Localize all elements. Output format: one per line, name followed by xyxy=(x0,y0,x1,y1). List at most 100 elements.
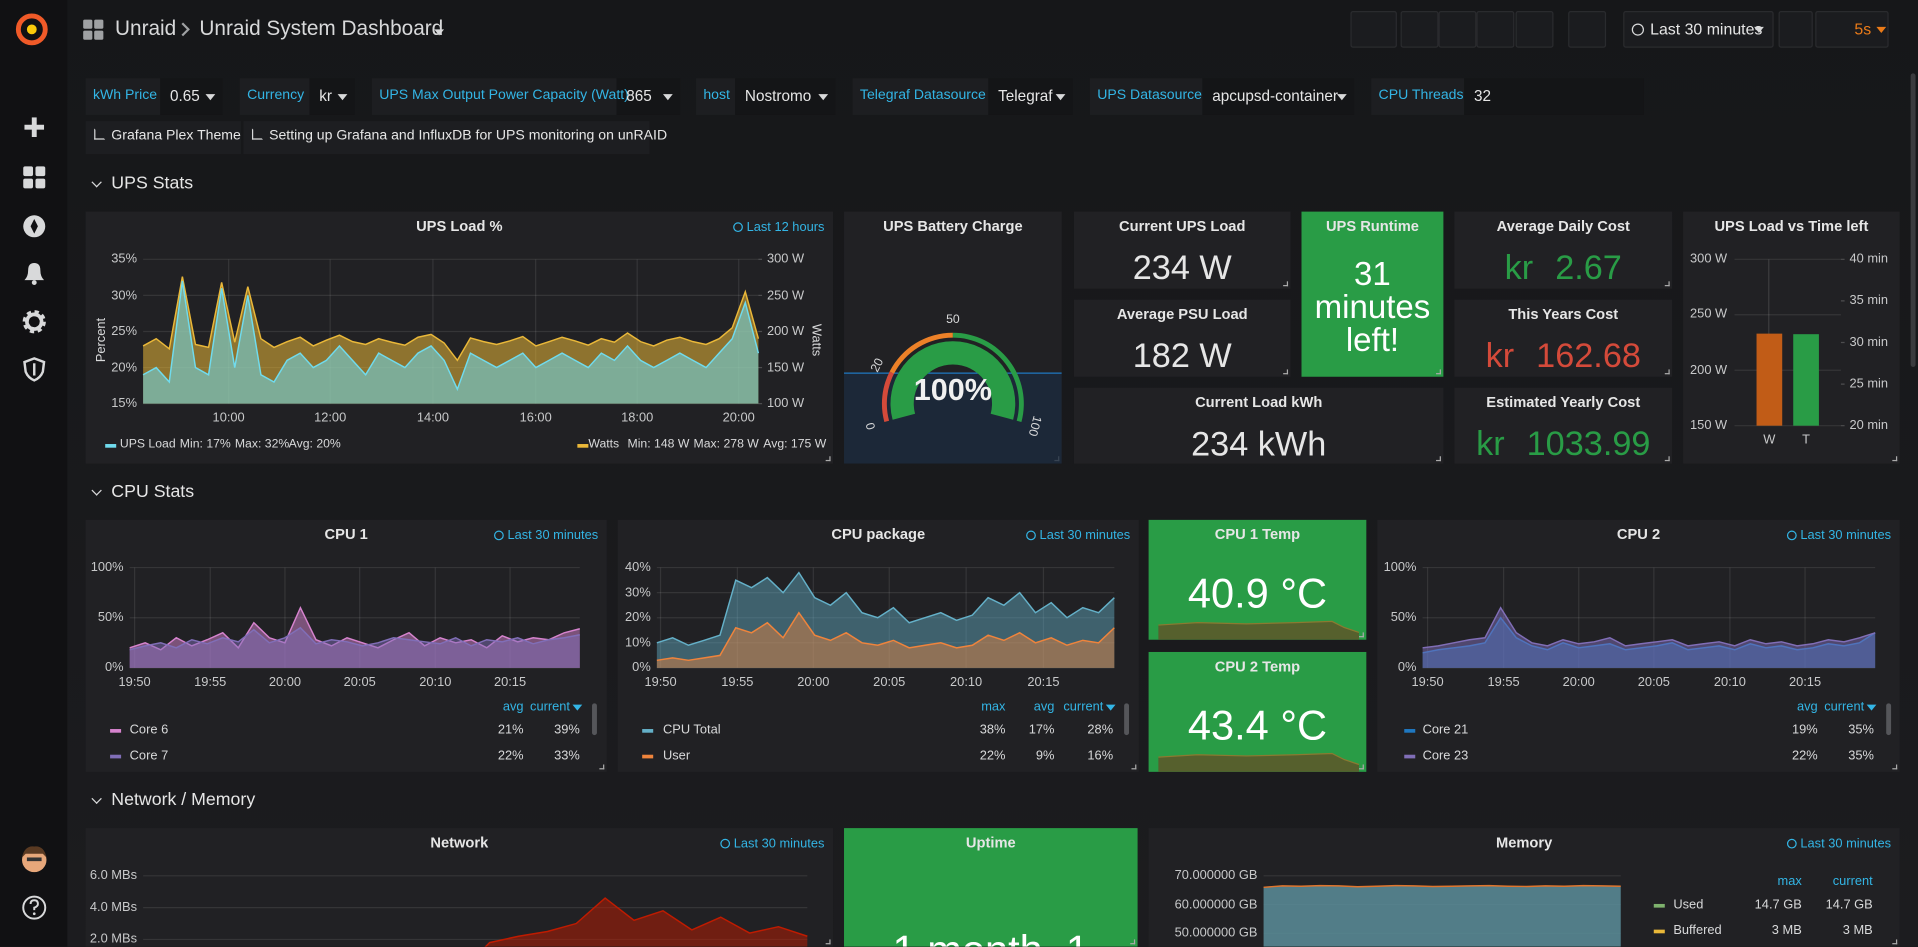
resize-handle xyxy=(1130,939,1136,945)
create-icon[interactable] xyxy=(24,117,45,137)
help-icon[interactable] xyxy=(22,895,47,920)
toolbar-button[interactable] xyxy=(1778,11,1813,48)
y-tick-label: 50% xyxy=(97,610,124,625)
row-collapse-icon[interactable] xyxy=(91,485,102,496)
legend-marker xyxy=(1404,729,1416,733)
legend-stat: Min: 17% xyxy=(179,437,231,452)
x-tick-label: 19:50 xyxy=(118,674,151,690)
dashboards-icon[interactable] xyxy=(23,166,46,189)
stat-value: 1 month, 1 xyxy=(893,927,1090,947)
panel-title: CPU package xyxy=(831,525,926,543)
legend-series-name[interactable]: UPS Load xyxy=(119,437,176,452)
refresh-interval[interactable]: 5s xyxy=(1854,19,1872,39)
y2-axis-label: Watts xyxy=(808,323,824,357)
legend-series-name[interactable]: Core 6 xyxy=(129,722,169,738)
legend-series-name[interactable]: User xyxy=(662,748,691,763)
variable-value[interactable]: apcupsd-container xyxy=(1212,87,1339,105)
y-tick-label: 6.0 MBs xyxy=(89,868,137,883)
panel: UPS Load % Last 12 hours 35% 30% 25% 20% 15% 30… xyxy=(85,211,834,464)
variable-value-box[interactable] xyxy=(309,78,355,115)
variable-value[interactable]: kr xyxy=(319,87,333,105)
graph xyxy=(1263,875,1621,947)
toolbar-button[interactable] xyxy=(1568,11,1607,48)
toolbar-button[interactable] xyxy=(1438,11,1477,48)
panel-title: CPU 2 Temp xyxy=(1214,657,1301,675)
toolbar-button[interactable] xyxy=(1515,11,1554,48)
legend-marker xyxy=(1653,903,1665,908)
x-tick-label: 20:10 xyxy=(950,674,983,690)
dashboard-title[interactable]: Unraid System Dashboard xyxy=(199,16,444,41)
y-tick-label: 100% xyxy=(90,559,124,575)
panel-title: UPS Runtime xyxy=(1325,217,1419,235)
toolbar-button[interactable] xyxy=(1350,11,1397,48)
gauge-threshold-label: 50 xyxy=(946,313,960,327)
resize-handle xyxy=(1892,939,1898,945)
legend-scrollbar xyxy=(1124,703,1130,736)
legend-column-header[interactable]: current xyxy=(530,699,571,714)
series-area xyxy=(143,280,759,404)
row-title[interactable]: Network / Memory xyxy=(111,790,256,811)
stat-value: 2.67 xyxy=(1555,248,1622,287)
variable-value-box[interactable] xyxy=(1202,78,1355,115)
legend-series-name[interactable]: Buffered xyxy=(1673,923,1722,938)
legend-series-name[interactable]: Core 23 xyxy=(1422,748,1469,763)
legend-column-header[interactable]: avg xyxy=(1033,699,1055,714)
gauge xyxy=(844,332,1062,464)
variable-value[interactable]: Nostromo xyxy=(744,87,812,105)
configuration-icon[interactable] xyxy=(22,310,46,334)
legend-column-header[interactable]: current xyxy=(1824,699,1865,714)
shape xyxy=(35,178,46,189)
variable-value[interactable]: 32 xyxy=(1473,87,1491,105)
legend-column-header[interactable]: current xyxy=(1063,699,1104,714)
row-collapse-icon[interactable] xyxy=(91,177,102,188)
row-collapse-icon[interactable] xyxy=(91,793,102,804)
y2-tick-label: 40 min xyxy=(1849,251,1889,267)
panel-title: Average PSU Load xyxy=(1116,305,1248,323)
resize-handle xyxy=(825,456,831,462)
dashboard-link[interactable]: Grafana Plex Theme xyxy=(94,129,241,146)
legend-series-name[interactable]: CPU Total xyxy=(662,722,721,738)
legend-series-name[interactable]: Watts xyxy=(588,437,620,452)
legend-column-header[interactable]: max xyxy=(1777,874,1802,889)
legend-value: 35% xyxy=(1848,748,1874,763)
toolbar-button[interactable] xyxy=(1476,11,1515,48)
legend-series-name[interactable]: Used xyxy=(1673,897,1704,913)
legend-column-header[interactable]: max xyxy=(981,699,1006,714)
toolbar-button[interactable] xyxy=(1400,11,1439,48)
explore-icon[interactable] xyxy=(23,215,46,238)
variable-value[interactable]: 865 xyxy=(626,87,652,105)
series-area xyxy=(129,627,580,668)
variable-value[interactable]: Telegraf xyxy=(998,87,1053,105)
x-tick-label: 19:55 xyxy=(721,674,754,690)
stat-value-row: kr 2.67 xyxy=(1454,243,1672,288)
shape xyxy=(23,178,34,189)
legend-stat: Avg: 20% xyxy=(288,437,341,452)
time-picker[interactable]: Last 30 minutes xyxy=(1632,20,1762,39)
legend-series-name[interactable]: Core 21 xyxy=(1422,722,1469,738)
x-tick-label: 20:15 xyxy=(1788,674,1822,690)
caret xyxy=(1866,704,1877,711)
dashboard-link[interactable]: Setting up Grafana and InfluxDB for UPS … xyxy=(252,129,667,146)
legend-value: 35% xyxy=(1848,722,1874,738)
variable-value-box[interactable] xyxy=(1464,78,1644,115)
breadcrumb-folder[interactable]: Unraid xyxy=(114,16,177,41)
series-line xyxy=(656,611,1115,662)
legend-column-header[interactable]: avg xyxy=(1796,699,1818,714)
y-tick-label: 70.000000 GB xyxy=(1174,868,1258,883)
stat-value-row: kr 1033.99 xyxy=(1454,420,1672,464)
user-avatar[interactable] xyxy=(22,846,47,873)
legend-marker xyxy=(110,729,122,733)
variable-value[interactable]: 0.65 xyxy=(170,87,200,105)
server-admin-icon[interactable] xyxy=(23,357,46,382)
variable-label: UPS Datasource xyxy=(1097,88,1202,103)
row-title[interactable]: UPS Stats xyxy=(111,174,194,194)
alerting-icon[interactable] xyxy=(24,262,45,286)
series-line xyxy=(1422,606,1876,649)
legend-column-header[interactable]: avg xyxy=(502,699,524,714)
legend-series-name[interactable]: Core 7 xyxy=(129,748,169,763)
row-title[interactable]: CPU Stats xyxy=(111,482,195,502)
resize-handle xyxy=(1358,764,1364,770)
legend-column-header[interactable]: current xyxy=(1832,874,1873,889)
y-tick-label: 30% xyxy=(625,584,651,600)
